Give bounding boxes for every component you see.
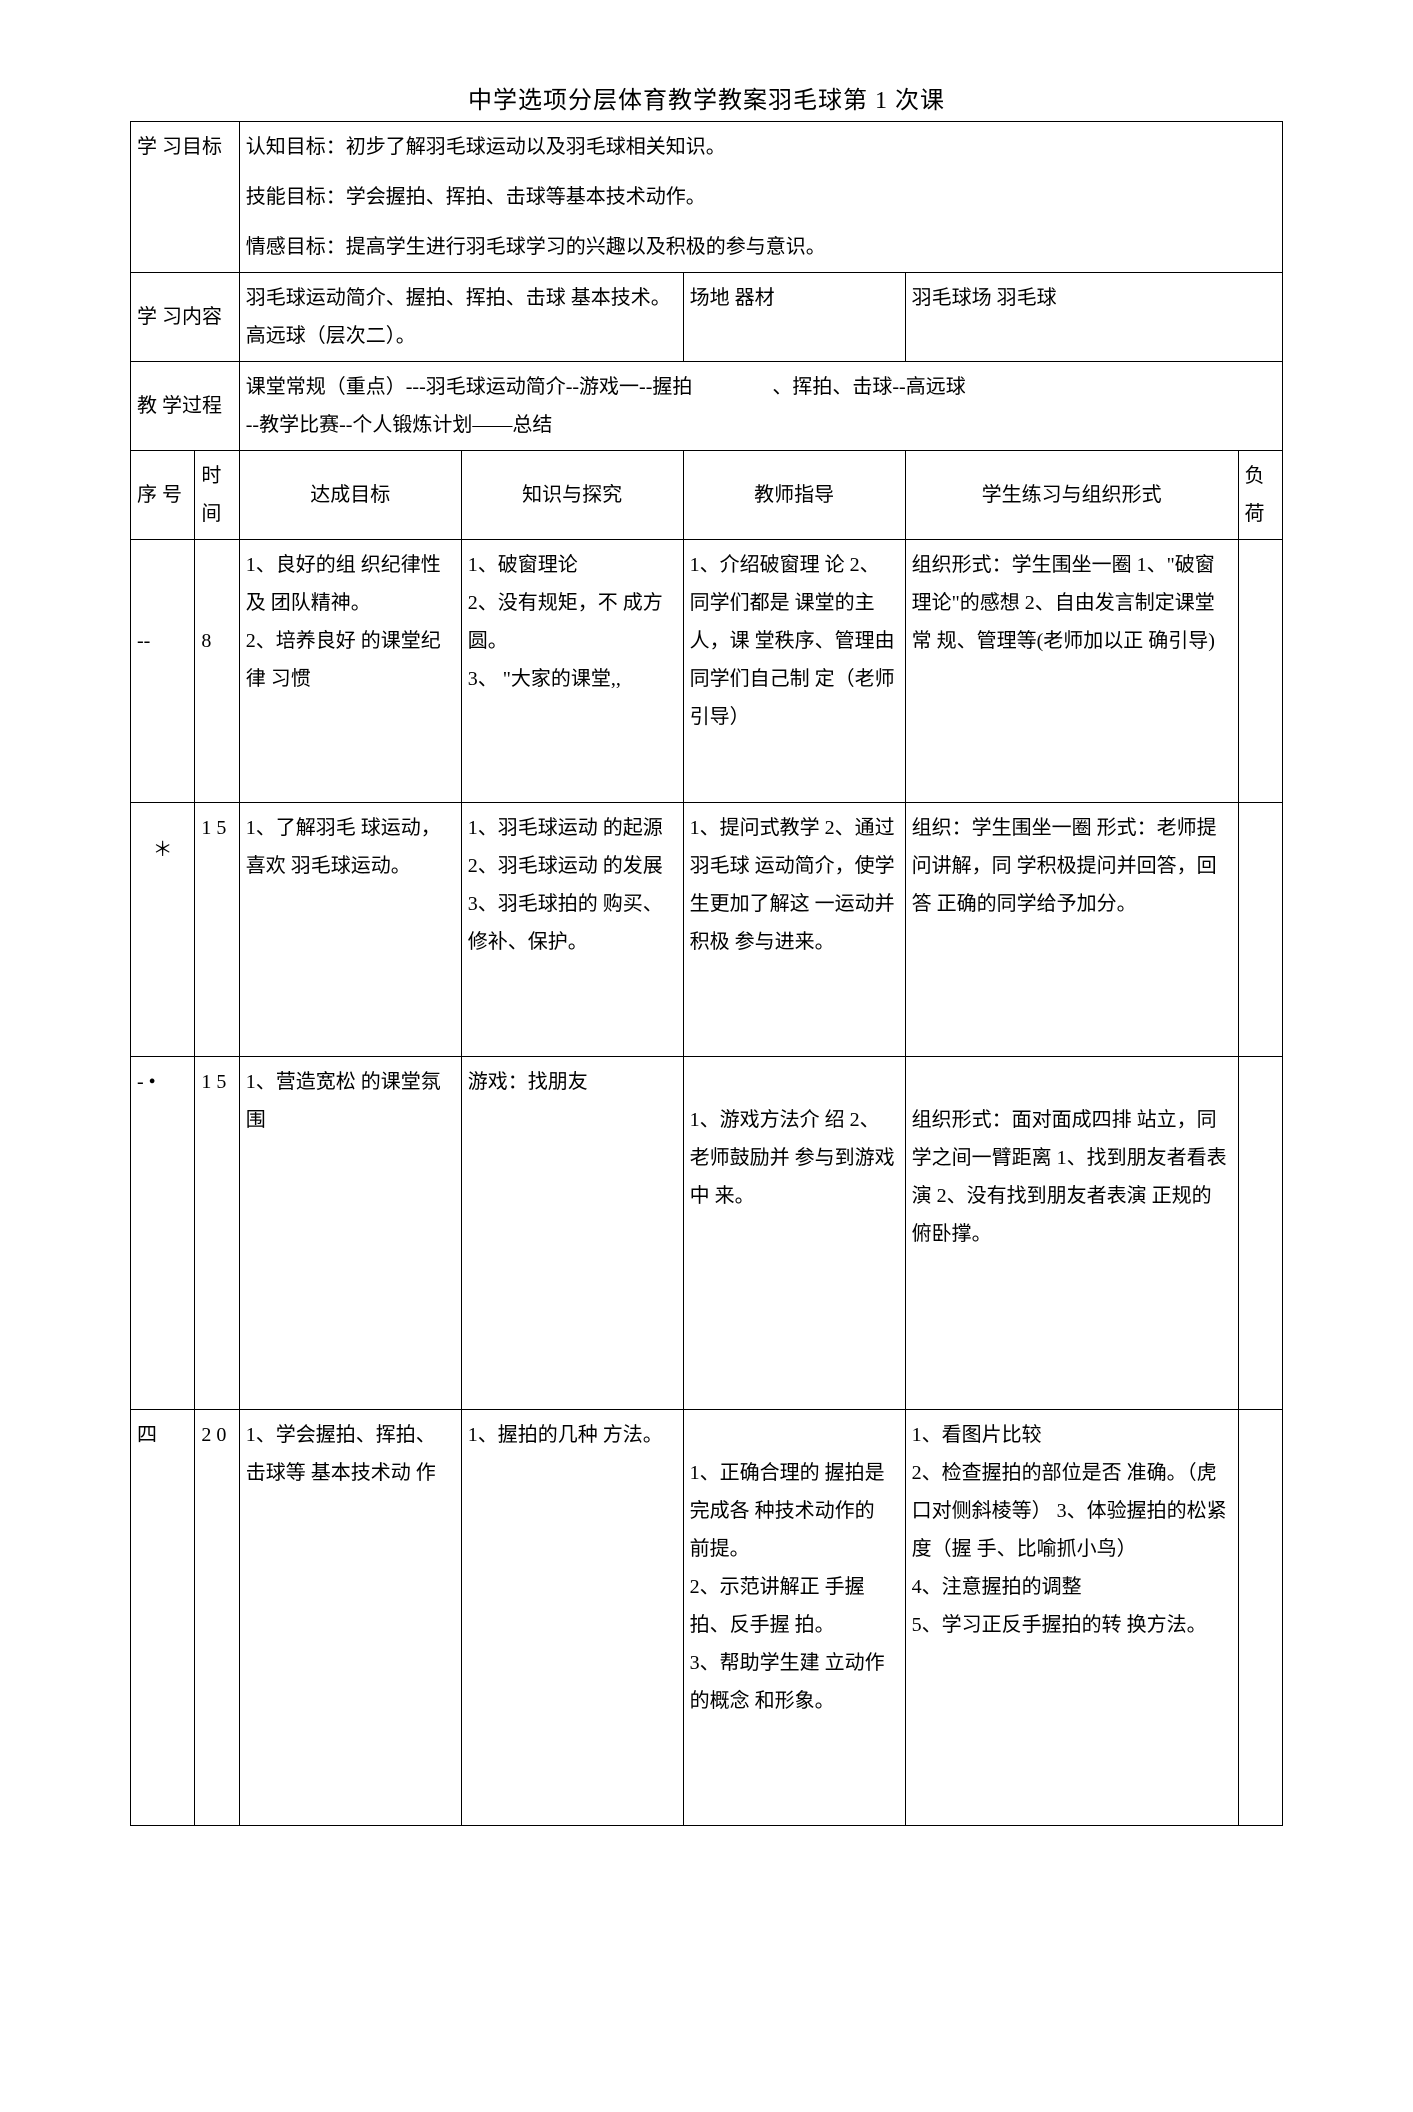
cell-know: 1、羽毛球运动 的起源 2、羽毛球运动 的发展 3、羽毛球拍的 购买、修补、保护… [461, 802, 683, 967]
row-objectives: 学 习目标 认知目标：初步了解羽毛球运动以及羽毛球相关知识。 [131, 122, 1283, 173]
spacer-row [131, 1726, 1283, 1826]
cell-goal: 1、良好的组 织纪律性及 团队精神。 2、培养良好 的课堂纪律 习惯 [239, 540, 461, 743]
spacer-row [131, 742, 1283, 802]
cell-seq: -- [131, 540, 195, 743]
cell-goal: 1、了解羽毛 球运动，喜欢 羽毛球运动。 [239, 802, 461, 967]
cell-org: 组织形式：学生围坐一圈 1、"破窗理论"的感想 2、自由发言制定课堂常 规、管理… [905, 540, 1238, 743]
objectives-line-3: 情感目标：提高学生进行羽毛球学习的兴趣以及积极的参与意识。 [239, 222, 1282, 273]
cell-know: 游戏：找朋友 [461, 1057, 683, 1260]
col-time: 时间 [195, 451, 239, 540]
cell-org: 1、看图片比较 2、检查握拍的部位是否 准确。（虎口对侧斜棱等） 3、体验握拍的… [905, 1409, 1238, 1726]
content-label: 学 习内容 [131, 273, 240, 362]
cell-guide: 1、提问式教学 2、通过羽毛球 运动简介，使学 生更加了解这 一运动并积极 参与… [683, 802, 905, 967]
row-column-headers: 序 号 时间 达成目标 知识与探究 教师指导 学生练习与组织形式 负荷 [131, 451, 1283, 540]
cell-time: 1 5 [195, 802, 239, 967]
table-row: 四 2 0 1、学会握拍、挥拍、击球等 基本技术动 作 1、握拍的几种 方法。 … [131, 1409, 1283, 1726]
cell-goal: 1、学会握拍、挥拍、击球等 基本技术动 作 [239, 1409, 461, 1726]
cell-load [1238, 1409, 1282, 1726]
objectives-line-2: 技能目标：学会握拍、挥拍、击球等基本技术动作。 [239, 172, 1282, 222]
lesson-plan-table: 学 习目标 认知目标：初步了解羽毛球运动以及羽毛球相关知识。 技能目标：学会握拍… [130, 121, 1283, 1826]
cell-load [1238, 1057, 1282, 1260]
col-goal: 达成目标 [239, 451, 461, 540]
cell-seq: - • [131, 1057, 195, 1260]
cell-goal: 1、营造宽松 的课堂氛围 [239, 1057, 461, 1260]
spacer-row [131, 967, 1283, 1057]
cell-know: 1、握拍的几种 方法。 [461, 1409, 683, 1726]
cell-seq: 四 [131, 1409, 195, 1726]
venue-text: 羽毛球场 羽毛球 [905, 273, 1282, 362]
col-guide: 教师指导 [683, 451, 905, 540]
col-know: 知识与探究 [461, 451, 683, 540]
venue-label: 场地 器材 [683, 273, 905, 362]
cell-guide: 1、正确合理的 握拍是完成各 种技术动作的 前提。 2、示范讲解正 手握拍、反手… [683, 1409, 905, 1726]
cell-guide: 1、游戏方法介 绍 2、老师鼓励并 参与到游戏中 来。 [683, 1057, 905, 1260]
spacer-row [131, 1259, 1283, 1409]
cell-time: 1 5 [195, 1057, 239, 1260]
cell-guide: 1、介绍破窗理 论 2、同学们都是 课堂的主人，课 堂秩序、管理由 同学们自己制… [683, 540, 905, 743]
cell-seq: ＊ [131, 802, 195, 967]
cell-org: 组织形式：面对面成四排 站立，同学之间一臂距离 1、找到朋友者看表演 2、没有找… [905, 1057, 1238, 1260]
cell-time: 2 0 [195, 1409, 239, 1726]
objectives-label: 学 习目标 [131, 122, 240, 173]
table-row: ＊ 1 5 1、了解羽毛 球运动，喜欢 羽毛球运动。 1、羽毛球运动 的起源 2… [131, 802, 1283, 967]
col-seq: 序 号 [131, 451, 195, 540]
cell-load [1238, 802, 1282, 967]
table-row: -- 8 1、良好的组 织纪律性及 团队精神。 2、培养良好 的课堂纪律 习惯 … [131, 540, 1283, 743]
content-text: 羽毛球运动简介、握拍、挥拍、击球 基本技术。高远球（层次二）。 [239, 273, 683, 362]
col-load: 负荷 [1238, 451, 1282, 540]
cell-org: 组织：学生围坐一圈 形式：老师提问讲解，同 学积极提问并回答，回答 正确的同学给… [905, 802, 1238, 967]
objectives-line-1: 认知目标：初步了解羽毛球运动以及羽毛球相关知识。 [239, 122, 1282, 173]
cell-load [1238, 540, 1282, 743]
table-row: - • 1 5 1、营造宽松 的课堂氛围 游戏：找朋友 1、游戏方法介 绍 2、… [131, 1057, 1283, 1260]
page-title: 中学选项分层体育教学教案羽毛球第 1 次课 [130, 80, 1283, 115]
row-content: 学 习内容 羽毛球运动简介、握拍、挥拍、击球 基本技术。高远球（层次二）。 场地… [131, 273, 1283, 362]
col-org: 学生练习与组织形式 [905, 451, 1238, 540]
process-label: 教 学过程 [131, 362, 240, 451]
row-objectives-3: 情感目标：提高学生进行羽毛球学习的兴趣以及积极的参与意识。 [131, 222, 1283, 273]
process-text: 课堂常规（重点）---羽毛球运动简介--游戏一--握拍 、挥拍、击球--高远球 … [239, 362, 1282, 451]
row-objectives-2: 技能目标：学会握拍、挥拍、击球等基本技术动作。 [131, 172, 1283, 222]
cell-know: 1、破窗理论 2、没有规矩，不 成方圆。 3、 "大家的课堂,, [461, 540, 683, 743]
cell-time: 8 [195, 540, 239, 743]
row-process: 教 学过程 课堂常规（重点）---羽毛球运动简介--游戏一--握拍 、挥拍、击球… [131, 362, 1283, 451]
